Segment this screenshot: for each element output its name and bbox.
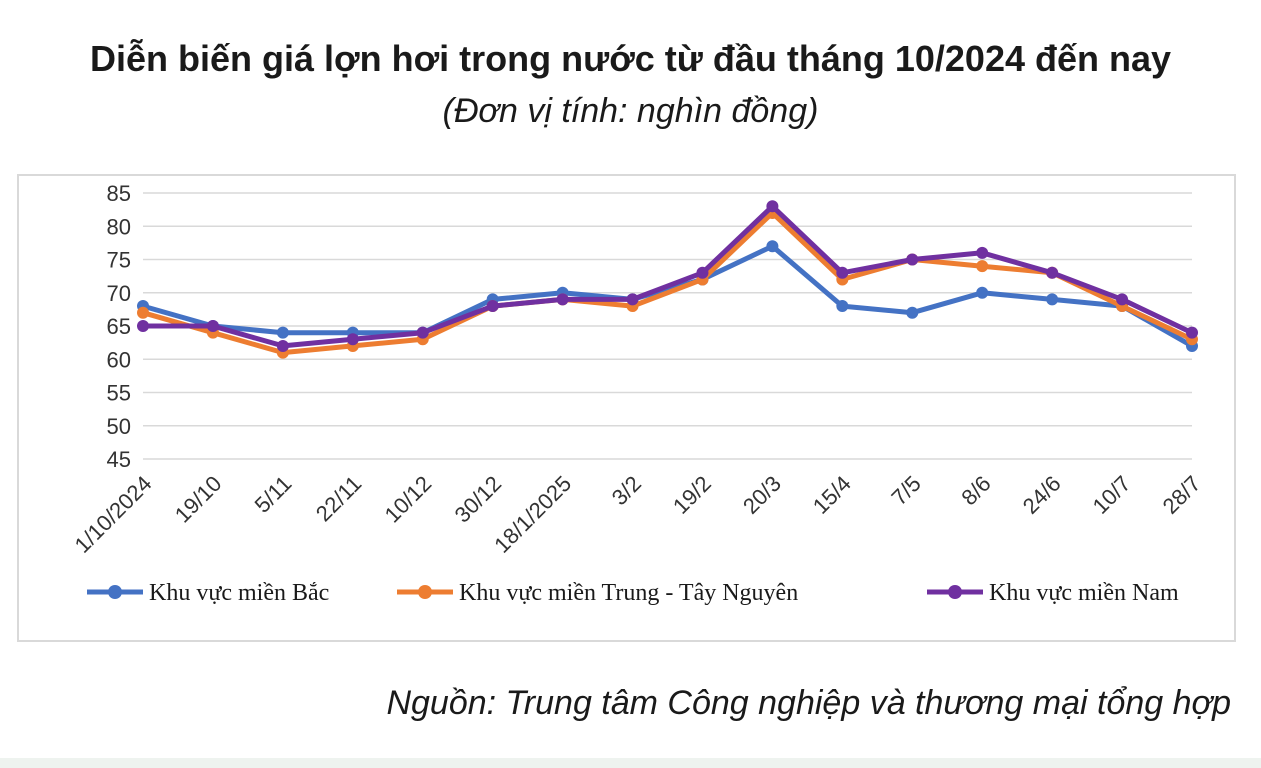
y-tick-label: 45 <box>107 447 131 472</box>
x-tick-label: 20/3 <box>738 471 786 519</box>
data-point <box>906 306 919 319</box>
y-tick-label: 55 <box>107 381 131 406</box>
data-point <box>626 293 639 306</box>
x-tick-label: 1/10/2024 <box>70 471 157 558</box>
data-point <box>556 293 569 306</box>
legend-label: Khu vực miền Nam <box>989 580 1179 606</box>
line-chart: 85 80 75 70 65 60 55 50 451/10/2024 19/10 5/11 22/1… <box>70 181 1206 606</box>
y-tick-label: 50 <box>107 414 131 439</box>
x-tick-label: 30/12 <box>450 471 507 528</box>
chart-subtitle: (Đơn vị tính: nghìn đồng) <box>442 92 819 130</box>
data-point <box>1186 326 1198 339</box>
y-tick-label: 70 <box>107 281 131 306</box>
data-point <box>1046 266 1059 279</box>
legend-marker <box>418 585 432 599</box>
data-point <box>976 246 989 259</box>
series-line-2 <box>140 210 1195 356</box>
data-point <box>836 300 849 313</box>
legend-marker <box>108 585 122 599</box>
y-tick-label: 75 <box>107 248 131 273</box>
x-tick-label: 3/2 <box>607 471 646 510</box>
data-point <box>766 240 779 253</box>
data-point <box>836 266 849 279</box>
data-point <box>906 253 919 266</box>
chart-title: Diễn biến giá lợn hơi trong nước từ đầu … <box>89 38 1172 79</box>
data-point <box>976 286 989 299</box>
series-line-3 <box>140 203 1195 349</box>
data-point <box>766 200 779 213</box>
y-tick-label: 65 <box>107 314 131 339</box>
x-tick-label: 15/4 <box>808 471 856 519</box>
data-point <box>206 320 219 332</box>
data-point <box>1116 293 1129 306</box>
data-point <box>276 339 289 352</box>
data-point <box>346 333 359 346</box>
data-point <box>1046 293 1059 306</box>
x-tick-label: 7/5 <box>886 471 925 510</box>
data-point <box>696 266 709 279</box>
legend-marker <box>948 585 962 599</box>
source-note: Nguồn: Trung tâm Công nghiệp và thương m… <box>386 684 1231 722</box>
series-line-1 <box>140 243 1195 349</box>
x-tick-label: 19/10 <box>170 471 227 528</box>
x-tick-label: 28/7 <box>1158 471 1206 519</box>
data-point <box>137 306 149 319</box>
x-tick-label: 18/1/2025 <box>489 471 576 558</box>
data-point <box>976 260 989 273</box>
y-tick-label: 85 <box>107 181 131 206</box>
legend-label: Khu vực miền Bắc <box>149 580 329 606</box>
x-tick-label: 10/12 <box>380 471 437 528</box>
x-tick-label: 8/6 <box>956 471 995 510</box>
data-point <box>416 326 429 339</box>
chart-frame <box>17 174 1236 642</box>
y-tick-label: 60 <box>107 347 131 372</box>
bottom-strip <box>0 758 1261 768</box>
data-point <box>276 326 289 339</box>
x-tick-label: 22/11 <box>311 471 366 526</box>
legend-label: Khu vực miền Trung - Tây Nguyên <box>459 580 798 606</box>
data-point <box>137 320 149 332</box>
x-tick-label: 10/7 <box>1088 471 1136 519</box>
x-tick-label: 24/6 <box>1018 471 1066 519</box>
y-tick-label: 80 <box>107 214 131 239</box>
x-tick-label: 5/11 <box>250 471 297 518</box>
data-point <box>486 300 499 313</box>
x-tick-label: 19/2 <box>668 471 716 519</box>
